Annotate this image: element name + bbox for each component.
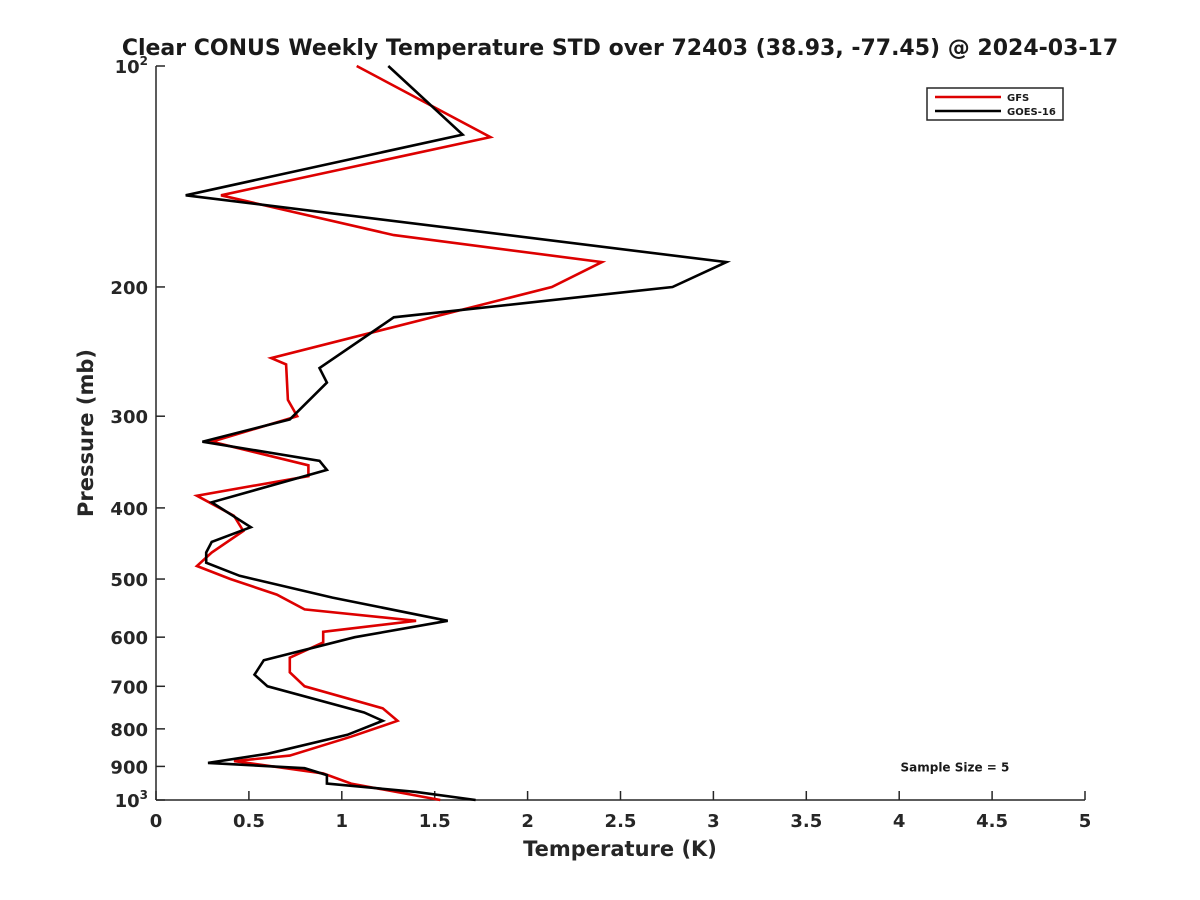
- y-tick-label: 300: [110, 407, 148, 428]
- legend-label: GFS: [1007, 93, 1029, 104]
- y-tick-label-base: 600: [110, 628, 148, 649]
- axes: 0 0.5 1 1.5 2 2.5 3 3.5 4 4.5 51022003004005006007…: [110, 54, 1091, 832]
- legend-label: GOES-16: [1007, 107, 1056, 118]
- y-tick-label: 900: [110, 757, 148, 778]
- x-tick-label: 3: [707, 811, 720, 832]
- x-tick-label: 2: [521, 811, 534, 832]
- x-tick-label: 1.5: [419, 811, 451, 832]
- series-lines: [185, 64, 732, 802]
- x-axis-label: Temperature (K): [523, 837, 717, 861]
- y-tick-label-base: 900: [110, 757, 148, 778]
- chart-title: Clear CONUS Weekly Temperature STD over …: [122, 36, 1118, 61]
- x-tick-label: 0: [150, 811, 163, 832]
- legend: GFS GOES-16: [926, 87, 1064, 121]
- y-tick-label-base: 300: [110, 407, 148, 428]
- y-tick-label: 400: [110, 499, 148, 520]
- y-tick-label: 700: [110, 677, 148, 698]
- x-tick-label: 2.5: [605, 811, 637, 832]
- x-tick-label: 0.5: [233, 811, 265, 832]
- y-tick-label: 600: [110, 628, 148, 649]
- series-line-goes-16: [185, 65, 732, 802]
- x-tick-label: 5: [1079, 811, 1092, 832]
- y-tick-label: 500: [110, 570, 148, 591]
- y-tick-label-base: 700: [110, 677, 148, 698]
- y-tick-label: 200: [110, 278, 148, 299]
- y-tick-label: 102: [115, 54, 148, 78]
- y-tick-label-base: 800: [110, 720, 148, 741]
- y-tick-label-exponent: 2: [140, 54, 148, 68]
- y-tick-label-base: 400: [110, 499, 148, 520]
- x-tick-label: 1: [336, 811, 349, 832]
- y-axis-label: Pressure (mb): [74, 349, 98, 517]
- legend-box: [926, 87, 1064, 121]
- x-tick-label: 3.5: [790, 811, 822, 832]
- y-tick-label-base: 10: [115, 791, 140, 812]
- y-tick-label-exponent: 3: [140, 788, 148, 802]
- sample-size-annotation: Sample Size = 5: [900, 760, 1009, 774]
- x-tick-label: 4: [893, 811, 906, 832]
- series-line-gfs: [193, 64, 607, 802]
- y-tick-label-base: 10: [115, 57, 140, 78]
- x-tick-label: 4.5: [976, 811, 1008, 832]
- y-tick-label: 800: [110, 720, 148, 741]
- y-tick-label-base: 500: [110, 570, 148, 591]
- y-tick-label-base: 200: [110, 278, 148, 299]
- y-tick-label: 103: [115, 788, 148, 812]
